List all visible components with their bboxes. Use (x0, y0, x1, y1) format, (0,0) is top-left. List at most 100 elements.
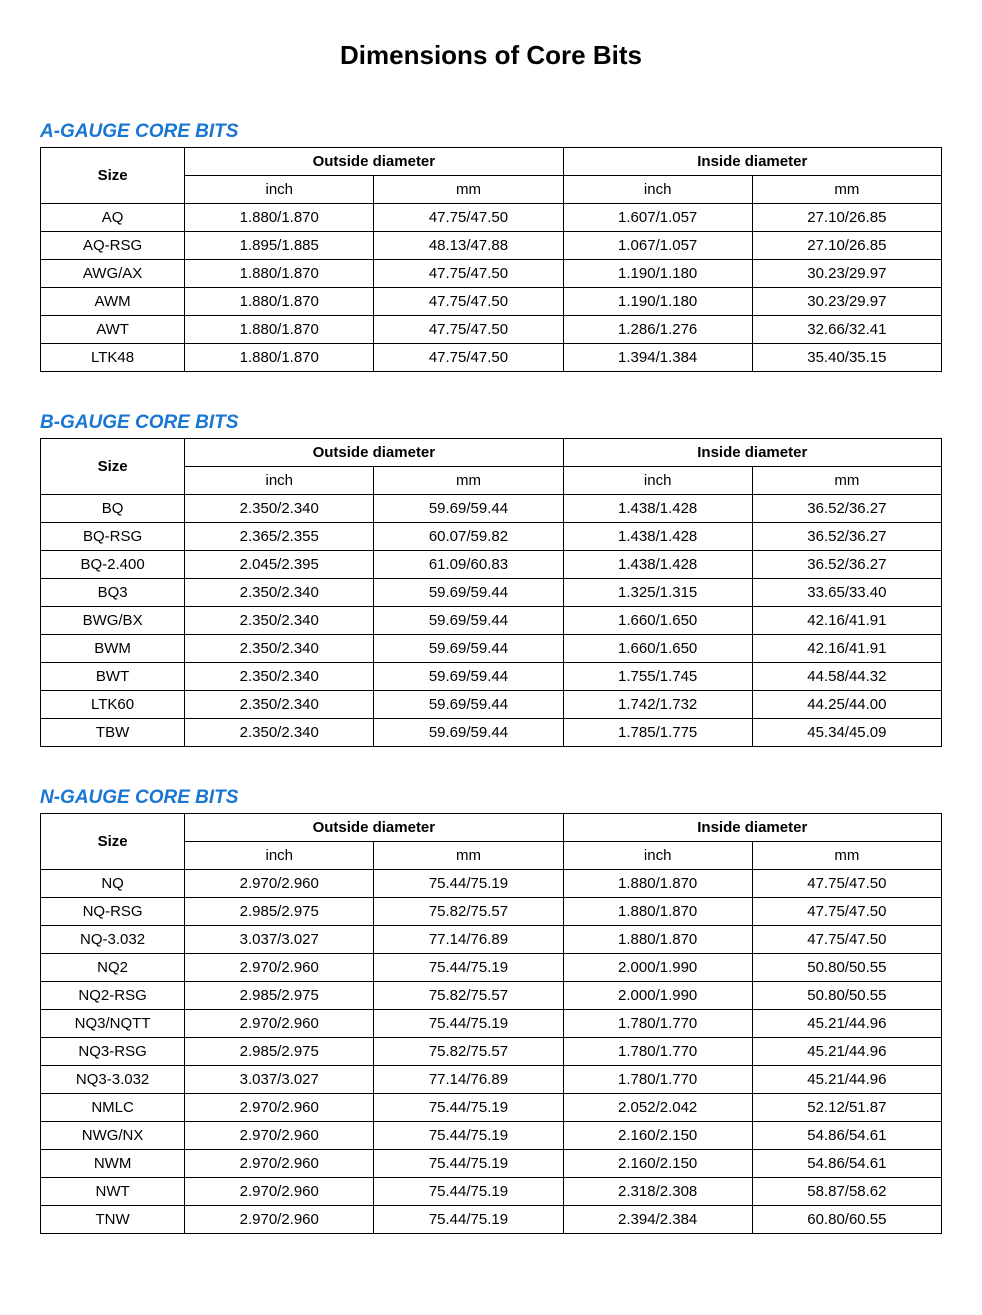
cell-outside-mm: 47.75/47.50 (374, 204, 563, 232)
table-row: NWM2.970/2.96075.44/75.192.160/2.15054.8… (41, 1150, 942, 1178)
cell-inside-mm: 27.10/26.85 (752, 232, 941, 260)
cell-inside-inch: 2.052/2.042 (563, 1094, 752, 1122)
cell-outside-mm: 75.44/75.19 (374, 1206, 563, 1234)
table-row: NQ3-3.0323.037/3.02777.14/76.891.780/1.7… (41, 1066, 942, 1094)
header-outside-diameter: Outside diameter (185, 814, 563, 842)
cell-size: BQ-RSG (41, 523, 185, 551)
cell-inside-mm: 45.34/45.09 (752, 719, 941, 747)
cell-inside-mm: 27.10/26.85 (752, 204, 941, 232)
header-size: Size (41, 148, 185, 204)
cell-size: BQ-2.400 (41, 551, 185, 579)
cell-outside-inch: 2.985/2.975 (185, 898, 374, 926)
cell-size: AQ (41, 204, 185, 232)
cell-inside-inch: 2.394/2.384 (563, 1206, 752, 1234)
cell-outside-inch: 1.880/1.870 (185, 316, 374, 344)
cell-size: TNW (41, 1206, 185, 1234)
header-outside-mm: mm (374, 467, 563, 495)
page-title: Dimensions of Core Bits (40, 40, 942, 71)
cell-outside-inch: 2.350/2.340 (185, 579, 374, 607)
cell-inside-inch: 2.000/1.990 (563, 982, 752, 1010)
table-row: NWG/NX2.970/2.96075.44/75.192.160/2.1505… (41, 1122, 942, 1150)
cell-inside-inch: 1.660/1.650 (563, 607, 752, 635)
cell-inside-mm: 45.21/44.96 (752, 1038, 941, 1066)
cell-inside-mm: 36.52/36.27 (752, 495, 941, 523)
cell-size: AWG/AX (41, 260, 185, 288)
cell-outside-inch: 1.880/1.870 (185, 204, 374, 232)
table-row: AQ1.880/1.87047.75/47.501.607/1.05727.10… (41, 204, 942, 232)
cell-inside-mm: 45.21/44.96 (752, 1066, 941, 1094)
cell-outside-mm: 59.69/59.44 (374, 635, 563, 663)
cell-inside-mm: 50.80/50.55 (752, 954, 941, 982)
table-header-row: SizeOutside diameterInside diameter (41, 814, 942, 842)
cell-inside-inch: 1.880/1.870 (563, 870, 752, 898)
table-row: NQ3-RSG2.985/2.97575.82/75.571.780/1.770… (41, 1038, 942, 1066)
cell-outside-mm: 61.09/60.83 (374, 551, 563, 579)
cell-size: NWG/NX (41, 1122, 185, 1150)
cell-inside-mm: 52.12/51.87 (752, 1094, 941, 1122)
cell-size: NQ2-RSG (41, 982, 185, 1010)
cell-outside-inch: 2.970/2.960 (185, 1206, 374, 1234)
cell-size: NWT (41, 1178, 185, 1206)
cell-outside-mm: 59.69/59.44 (374, 691, 563, 719)
cell-inside-inch: 1.438/1.428 (563, 495, 752, 523)
table-row: LTK481.880/1.87047.75/47.501.394/1.38435… (41, 344, 942, 372)
section-title: B-GAUGE CORE BITS (40, 412, 942, 434)
table-row: AWG/AX1.880/1.87047.75/47.501.190/1.1803… (41, 260, 942, 288)
cell-outside-inch: 3.037/3.027 (185, 926, 374, 954)
cell-inside-mm: 54.86/54.61 (752, 1122, 941, 1150)
cell-inside-mm: 47.75/47.50 (752, 926, 941, 954)
cell-size: NMLC (41, 1094, 185, 1122)
cell-inside-inch: 2.000/1.990 (563, 954, 752, 982)
table-row: TBW2.350/2.34059.69/59.441.785/1.77545.3… (41, 719, 942, 747)
table-header-row: SizeOutside diameterInside diameter (41, 439, 942, 467)
cell-inside-mm: 58.87/58.62 (752, 1178, 941, 1206)
cell-outside-inch: 1.880/1.870 (185, 288, 374, 316)
cell-outside-inch: 3.037/3.027 (185, 1066, 374, 1094)
cell-outside-mm: 48.13/47.88 (374, 232, 563, 260)
cell-inside-mm: 50.80/50.55 (752, 982, 941, 1010)
cell-outside-mm: 75.44/75.19 (374, 1150, 563, 1178)
data-table: SizeOutside diameterInside diameterinchm… (40, 147, 942, 372)
cell-inside-mm: 35.40/35.15 (752, 344, 941, 372)
cell-size: AQ-RSG (41, 232, 185, 260)
table-row: NQ3/NQTT2.970/2.96075.44/75.191.780/1.77… (41, 1010, 942, 1038)
cell-outside-inch: 2.970/2.960 (185, 1010, 374, 1038)
cell-size: BWG/BX (41, 607, 185, 635)
cell-inside-mm: 44.25/44.00 (752, 691, 941, 719)
header-outside-inch: inch (185, 467, 374, 495)
table-row: NQ22.970/2.96075.44/75.192.000/1.99050.8… (41, 954, 942, 982)
cell-inside-inch: 1.067/1.057 (563, 232, 752, 260)
section-title: N-GAUGE CORE BITS (40, 787, 942, 809)
header-inside-mm: mm (752, 467, 941, 495)
table-row: BQ32.350/2.34059.69/59.441.325/1.31533.6… (41, 579, 942, 607)
sections-container: A-GAUGE CORE BITSSizeOutside diameterIns… (40, 121, 942, 1234)
cell-size: NQ3-3.032 (41, 1066, 185, 1094)
cell-size: BWT (41, 663, 185, 691)
cell-outside-mm: 75.44/75.19 (374, 1178, 563, 1206)
cell-size: NQ-RSG (41, 898, 185, 926)
header-inside-diameter: Inside diameter (563, 814, 941, 842)
cell-size: NQ3/NQTT (41, 1010, 185, 1038)
cell-outside-mm: 75.44/75.19 (374, 1122, 563, 1150)
table-row: BQ-2.4002.045/2.39561.09/60.831.438/1.42… (41, 551, 942, 579)
cell-outside-inch: 2.970/2.960 (185, 1178, 374, 1206)
cell-inside-inch: 1.785/1.775 (563, 719, 752, 747)
cell-outside-inch: 2.350/2.340 (185, 663, 374, 691)
cell-outside-inch: 2.350/2.340 (185, 691, 374, 719)
cell-outside-inch: 2.970/2.960 (185, 954, 374, 982)
cell-outside-mm: 47.75/47.50 (374, 260, 563, 288)
header-outside-inch: inch (185, 842, 374, 870)
cell-outside-inch: 2.350/2.340 (185, 495, 374, 523)
cell-size: NQ3-RSG (41, 1038, 185, 1066)
table-row: NQ-RSG2.985/2.97575.82/75.571.880/1.8704… (41, 898, 942, 926)
cell-inside-mm: 42.16/41.91 (752, 607, 941, 635)
cell-outside-inch: 2.985/2.975 (185, 982, 374, 1010)
cell-inside-mm: 30.23/29.97 (752, 288, 941, 316)
cell-outside-mm: 75.44/75.19 (374, 870, 563, 898)
cell-inside-inch: 1.607/1.057 (563, 204, 752, 232)
cell-outside-inch: 2.045/2.395 (185, 551, 374, 579)
header-size: Size (41, 439, 185, 495)
cell-outside-inch: 2.970/2.960 (185, 1094, 374, 1122)
header-inside-inch: inch (563, 467, 752, 495)
cell-outside-mm: 75.82/75.57 (374, 898, 563, 926)
